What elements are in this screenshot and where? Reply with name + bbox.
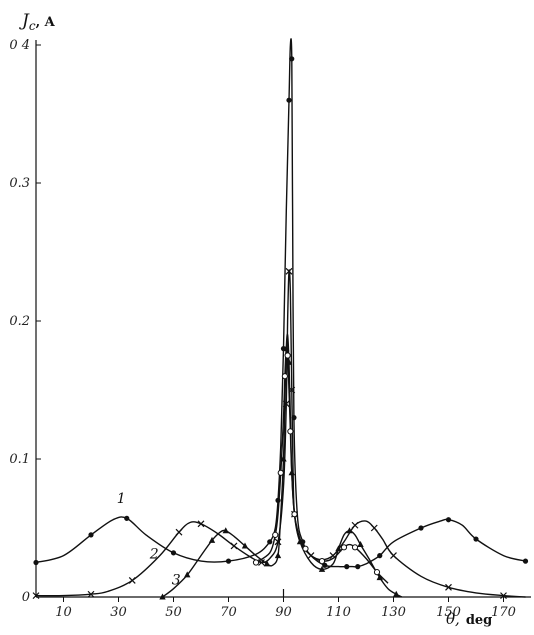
data-point	[322, 562, 328, 568]
data-point	[346, 527, 353, 534]
data-point	[263, 560, 271, 567]
data-point	[522, 558, 529, 564]
data-point	[291, 511, 298, 518]
data-point	[222, 527, 229, 534]
data-point	[283, 345, 290, 352]
ticks	[36, 44, 504, 602]
curve-label: 1	[117, 491, 126, 507]
data-point	[445, 583, 452, 591]
data-point	[275, 497, 281, 503]
data-point	[267, 539, 273, 545]
data-point	[175, 528, 183, 536]
data-point	[351, 544, 359, 551]
data-point	[32, 592, 40, 600]
data-point	[230, 542, 238, 550]
data-point	[241, 542, 249, 549]
data-point	[307, 552, 315, 560]
data-point	[184, 571, 191, 578]
data-point	[302, 545, 309, 552]
data-point	[473, 536, 479, 542]
data-point	[170, 550, 177, 556]
data-point	[281, 373, 288, 380]
data-point	[357, 541, 364, 548]
series-line-4	[255, 346, 389, 584]
data-point	[291, 415, 297, 421]
data-point	[284, 352, 291, 359]
x-tick-label: 50	[165, 605, 182, 620]
y-tick-label: 0.3	[9, 176, 30, 191]
data-point	[418, 525, 424, 531]
data-point	[376, 574, 383, 581]
curve-label: 3	[172, 573, 181, 589]
data-point	[225, 558, 232, 564]
series-line-1	[35, 38, 526, 568]
y-axis-unit: , A	[36, 15, 56, 30]
y-tick-label: 0.1	[9, 452, 30, 467]
data-point	[208, 536, 216, 543]
data-point	[159, 593, 166, 600]
curve-labels: 1 23	[117, 491, 181, 588]
data-point	[351, 521, 359, 529]
data-point	[124, 515, 130, 521]
data-point	[373, 569, 381, 576]
data-point	[329, 552, 337, 560]
data-point	[377, 553, 383, 559]
data-point	[289, 56, 295, 62]
data-point	[277, 469, 284, 476]
data-point	[285, 358, 293, 365]
y-axis-subscript: c	[29, 19, 36, 33]
data-point	[500, 592, 507, 600]
y-tick-label: 0	[22, 590, 30, 605]
x-axis-unit: deg	[466, 613, 492, 628]
data-point	[87, 590, 95, 598]
data-point	[258, 559, 265, 566]
x-tick-label: 10	[55, 605, 72, 620]
y-axis-title: Jc, A	[19, 11, 56, 33]
data-point	[287, 428, 294, 435]
series-line-2	[35, 269, 526, 598]
data-point	[280, 455, 287, 462]
y-tick-label: 0 4	[9, 38, 30, 53]
data-point	[390, 552, 397, 560]
data-point	[282, 400, 290, 408]
x-tick-label: 70	[220, 605, 237, 620]
x-tick-label: 90	[275, 605, 292, 620]
data-point	[318, 565, 326, 572]
y-axis-symbol: J	[19, 11, 30, 31]
x-tick-label: 30	[110, 605, 127, 620]
data-point	[288, 386, 296, 394]
data-point	[274, 552, 282, 559]
data-point	[340, 544, 348, 551]
tick-labels: 10 30 50 70 90 110 130 150 170 0 0.1 0.2 0.3 0 4	[9, 38, 516, 620]
data-point	[393, 590, 400, 597]
curve-label: 2	[149, 546, 159, 562]
data-point	[370, 524, 378, 532]
data-point	[128, 577, 136, 584]
data-point	[355, 564, 361, 570]
markers	[32, 56, 529, 600]
x-axis-title: θ, deg	[446, 610, 492, 628]
x-tick-label: 110	[326, 605, 351, 620]
x-tick-label: 130	[381, 605, 406, 620]
data-point	[33, 559, 39, 566]
data-point	[344, 564, 350, 570]
data-point	[274, 538, 282, 546]
x-tick-label: 150	[436, 605, 461, 620]
data-point	[252, 559, 260, 566]
data-point	[272, 531, 279, 539]
x-axis-symbol: θ,	[446, 610, 460, 628]
data-point	[318, 558, 326, 565]
data-point	[296, 538, 304, 545]
curves	[35, 38, 526, 598]
y-tick-label: 0.2	[9, 314, 30, 329]
data-point	[288, 469, 295, 476]
x-tick-label: 170	[491, 605, 516, 620]
data-point	[88, 532, 94, 538]
data-point	[286, 97, 292, 103]
data-point	[335, 545, 342, 552]
data-point	[197, 520, 205, 528]
data-point	[285, 267, 293, 275]
data-point	[445, 517, 452, 523]
